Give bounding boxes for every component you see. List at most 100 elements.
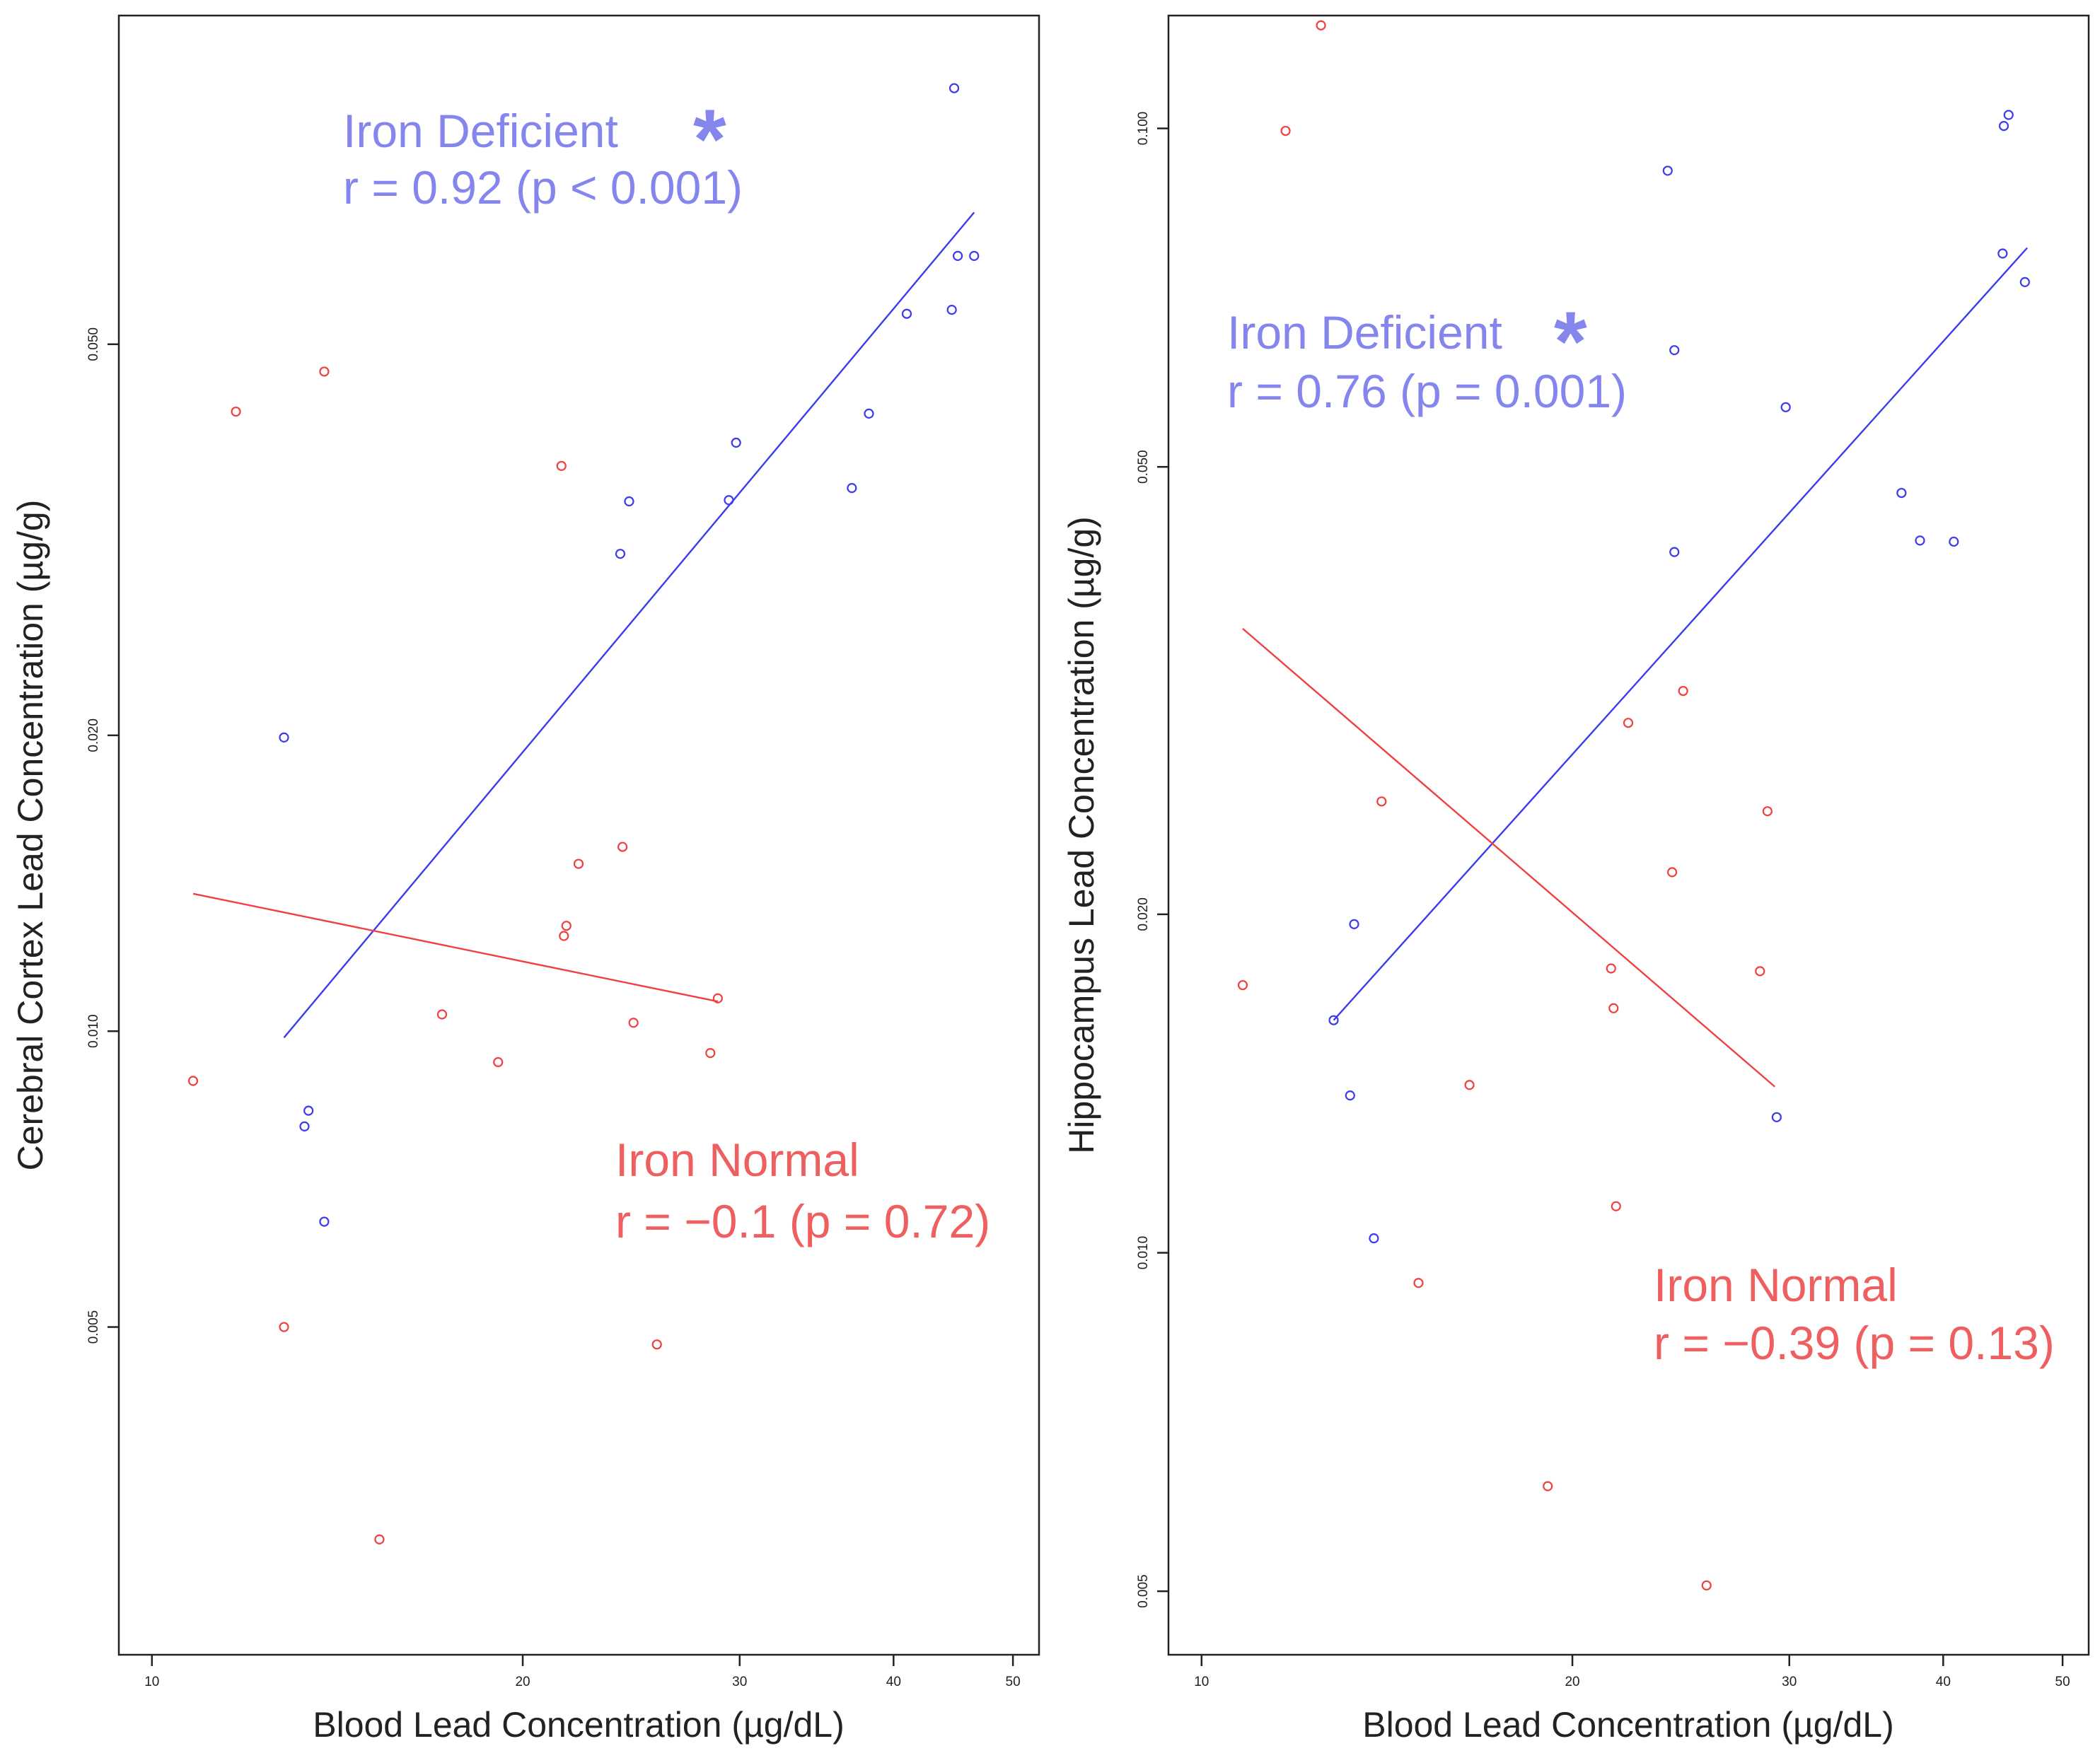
- cortex-deficient-point: [299, 1121, 310, 1131]
- hippocampus-deficient-point: [1328, 1015, 1339, 1025]
- cortex-normal-point: [279, 1322, 289, 1332]
- hippocampus-normal-point: [1413, 1278, 1424, 1288]
- cortex-normal-stat: r = −0.1 (p = 0.72): [615, 1195, 990, 1247]
- cortex-normal-point: [493, 1056, 504, 1068]
- cortex-y-tick-label: 0.050: [86, 327, 101, 361]
- cortex-x-tick-label: 20: [515, 1675, 530, 1689]
- cortex-normal-point: [617, 842, 628, 852]
- cortex-deficient-point: [724, 495, 734, 506]
- hippocampus-x-tick-label: 50: [2055, 1675, 2070, 1689]
- cortex-deficient-point: [303, 1105, 314, 1116]
- cortex-normal-point: [319, 366, 330, 377]
- hippocampus-normal-point: [1464, 1080, 1475, 1090]
- cortex-normal-point: [705, 1048, 716, 1059]
- hippocampus-y-axis-title: Hippocampus Lead Concentration (µg/g): [1062, 516, 1101, 1154]
- cortex-deficient-stat: r = 0.92 (p < 0.001): [343, 161, 743, 214]
- cortex-x-tick-label: 50: [1006, 1675, 1021, 1689]
- hippocampus-deficient-label: Iron Deficient: [1227, 306, 1502, 359]
- hippocampus-deficient-point: [1369, 1233, 1379, 1244]
- hippocampus-deficient-point: [1949, 536, 1959, 547]
- cortex-y-tick-label: 0.020: [86, 718, 101, 752]
- hippocampus-points: [1237, 20, 2030, 1591]
- cortex-normal-point: [436, 1009, 448, 1020]
- cortex-deficient-point: [946, 305, 957, 315]
- hippocampus-y-axis: 0.005 0.010 0.020 0.050 0.100: [1136, 112, 1168, 1608]
- cortex-deficient-point: [615, 549, 626, 559]
- cortex-normal-point: [556, 460, 567, 471]
- cortex-normal-point: [187, 1076, 199, 1086]
- hippocampus-normal-point: [1606, 963, 1616, 974]
- cortex-deficient-point: [901, 308, 912, 319]
- cortex-y-axis: 0.005 0.010 0.020 0.050: [86, 327, 119, 1344]
- cortex-deficient-point: [949, 83, 960, 93]
- hippocampus-deficient-point: [1662, 165, 1673, 176]
- cortex-x-axis-title: Blood Lead Concentration (µg/dL): [313, 1705, 845, 1745]
- hippocampus-y-tick-label: 0.100: [1136, 112, 1151, 146]
- hippocampus-plot-frame: [1167, 14, 2090, 1656]
- hippocampus-x-tick-label: 30: [1782, 1675, 1797, 1689]
- hippocampus-normal-label: Iron Normal: [1654, 1259, 1898, 1311]
- hippocampus-normal-point: [1678, 685, 1688, 697]
- hippocampus-deficient-point: [1345, 1090, 1355, 1101]
- cortex-x-axis: 10 20 30 40 50: [144, 1655, 1021, 1689]
- hippocampus-fit-lines: [1242, 247, 2028, 1088]
- cortex-normal-fit-line: [192, 892, 719, 1003]
- hippocampus-normal-point: [1316, 20, 1326, 30]
- hippocampus-x-tick-label: 20: [1565, 1675, 1579, 1689]
- hippocampus-x-tick-label: 10: [1194, 1675, 1209, 1689]
- cortex-deficient-fit-line: [283, 211, 975, 1039]
- cortex-deficient-point: [279, 732, 289, 743]
- hippocampus-y-tick-label: 0.050: [1136, 450, 1151, 484]
- hippocampus-deficient-point: [1771, 1112, 1782, 1122]
- hippocampus-normal-point: [1237, 979, 1248, 991]
- cortex-deficient-label: Iron Deficient: [343, 105, 618, 157]
- cortex-normal-point: [628, 1018, 639, 1028]
- cortex-y-axis-title: Cerebral Cortex Lead Concentration (µg/g…: [11, 500, 50, 1171]
- hippocampus-deficient-point: [1998, 121, 2009, 132]
- cortex-significance-star: *: [693, 92, 726, 187]
- cortex-normal-label: Iron Normal: [615, 1134, 859, 1186]
- hippocampus-x-axis: 10 20 30 40 50: [1194, 1655, 2070, 1689]
- hippocampus-deficient-fit-line: [1333, 247, 2028, 1021]
- cortex-deficient-point: [969, 250, 980, 261]
- cortex-y-tick-label: 0.010: [86, 1014, 101, 1048]
- hippocampus-y-tick-label: 0.005: [1136, 1574, 1151, 1608]
- hippocampus-normal-point: [1376, 796, 1387, 807]
- hippocampus-x-tick-label: 40: [1936, 1675, 1951, 1689]
- hippocampus-y-tick-label: 0.020: [1136, 897, 1151, 931]
- hippocampus-deficient-point: [1349, 919, 1359, 929]
- hippocampus-deficient-point: [1997, 248, 2008, 259]
- hippocampus-normal-point: [1280, 125, 1291, 136]
- cortex-plot-frame: [117, 14, 1040, 1656]
- cortex-x-tick-label: 30: [732, 1675, 747, 1689]
- cortex-y-tick-label: 0.005: [86, 1310, 101, 1344]
- cortex-deficient-point: [952, 250, 963, 261]
- hippocampus-normal-stat: r = −0.39 (p = 0.13): [1654, 1317, 2055, 1369]
- cortex-normal-point: [712, 993, 723, 1003]
- hippocampus-x-axis-title: Blood Lead Concentration (µg/dL): [1362, 1705, 1894, 1745]
- cortex-deficient-point: [624, 496, 634, 507]
- hippocampus-deficient-point: [1669, 547, 1680, 557]
- cortex-x-tick-label: 10: [144, 1675, 159, 1689]
- cortex-normal-point: [231, 406, 241, 417]
- hippocampus-y-tick-label: 0.010: [1136, 1236, 1151, 1270]
- hippocampus-deficient-point: [2003, 110, 2014, 120]
- cortex-fit-lines: [192, 211, 975, 1039]
- hippocampus-deficient-point: [1915, 535, 1925, 546]
- cortex-normal-point: [651, 1339, 662, 1350]
- hippocampus-normal-point: [1755, 966, 1765, 977]
- hippocampus-panel: 10 20 30 40 50 0.005 0.010 0.020 0.050 0.100 Blo…: [1062, 14, 2090, 1745]
- hippocampus-normal-point: [1623, 718, 1634, 728]
- cortex-x-tick-label: 40: [886, 1675, 901, 1689]
- hippocampus-significance-star: *: [1554, 294, 1587, 389]
- cortex-normal-point: [561, 921, 572, 931]
- cortex-deficient-point: [864, 408, 874, 419]
- cortex-normal-point: [559, 931, 569, 941]
- hippocampus-deficient-point: [1780, 402, 1791, 412]
- cortex-deficient-point: [319, 1216, 330, 1227]
- cortex-panel: 10 20 30 40 50 0.005 0.010 0.020 0.050 Blood Le…: [11, 14, 1040, 1745]
- hippocampus-normal-point: [1608, 1003, 1619, 1013]
- cortex-normal-point: [374, 1534, 385, 1544]
- hippocampus-normal-point: [1611, 1201, 1621, 1211]
